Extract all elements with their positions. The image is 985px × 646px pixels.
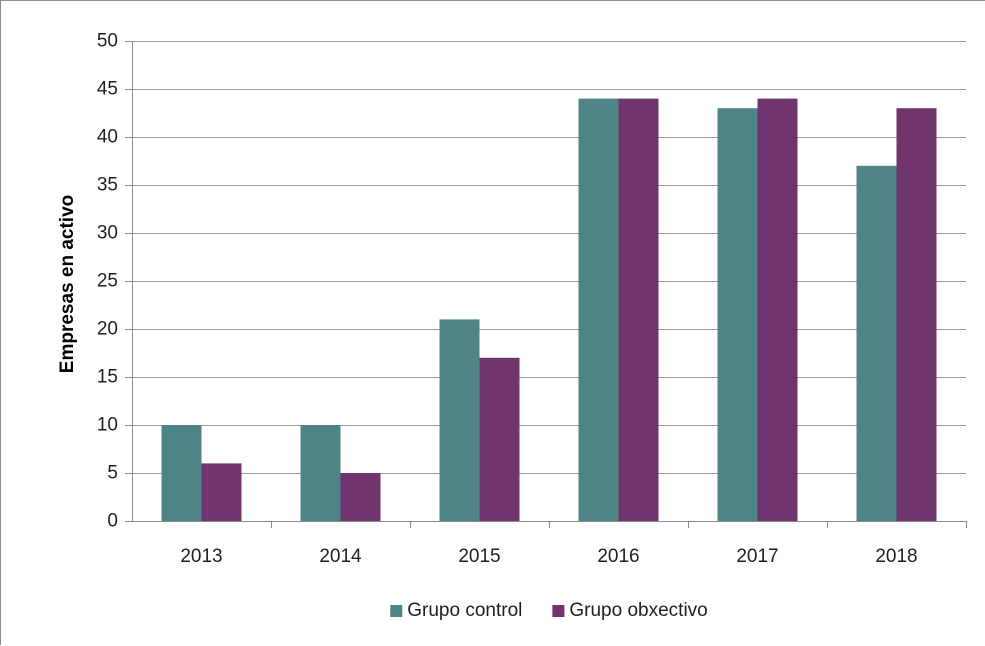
bar-grupo-control-2016 [578,98,619,521]
legend-swatch-grupo-control [390,605,403,617]
bar-grupo-obxectivo-2016 [618,98,659,521]
x-tick-label-2016: 2016 [597,546,639,567]
y-tick-label-45: 45 [97,79,118,100]
y-tick-label-0: 0 [107,511,118,532]
axes [125,41,967,528]
bar-grupo-control-2018 [856,165,897,522]
y-tick-labels: 0 5 10 15 20 25 30 35 40 45 50 [97,31,118,532]
y-tick-label-20: 20 [97,319,118,340]
y-tick-label-10: 10 [97,415,118,436]
y-tick-label-40: 40 [97,127,118,148]
legend-item-grupo-obxectivo: Grupo obxectivo [552,600,708,621]
legend-label-grupo-control: Grupo control [407,600,522,621]
bar-grupo-control-2015 [439,319,480,521]
x-tick-label-2013: 2013 [180,546,222,567]
x-tick-labels: 2013 2014 2015 2016 2017 2018 [180,546,917,567]
bar-grupo-obxectivo-2015 [479,357,520,521]
y-axis-title: Empresas en activo [57,195,78,373]
y-tick-label-25: 25 [97,271,118,292]
bars [161,98,937,522]
y-tick-label-15: 15 [97,367,118,388]
x-tick-label-2017: 2017 [736,546,778,567]
x-tick-label-2018: 2018 [875,546,917,567]
bar-grupo-obxectivo-2013 [201,463,242,521]
legend-swatch-grupo-obxectivo [552,605,565,617]
bar-grupo-obxectivo-2017 [757,98,798,521]
y-tick-label-5: 5 [107,463,118,484]
legend-item-grupo-control: Grupo control [390,600,522,621]
x-tick-label-2014: 2014 [319,546,362,567]
legend: Grupo control Grupo obxectivo [390,600,708,621]
bar-grupo-obxectivo-2014 [340,473,381,521]
bar-grupo-control-2014 [300,425,341,521]
bar-grupo-control-2013 [161,425,202,521]
y-tick-label-35: 35 [97,175,118,196]
legend-label-grupo-obxectivo: Grupo obxectivo [569,600,707,621]
x-tick-label-2015: 2015 [458,546,500,567]
y-tick-label-50: 50 [97,31,118,52]
y-tick-label-30: 30 [97,223,118,244]
bar-grupo-obxectivo-2018 [896,108,937,521]
gridlines [132,41,966,474]
bar-grupo-control-2017 [717,108,758,521]
